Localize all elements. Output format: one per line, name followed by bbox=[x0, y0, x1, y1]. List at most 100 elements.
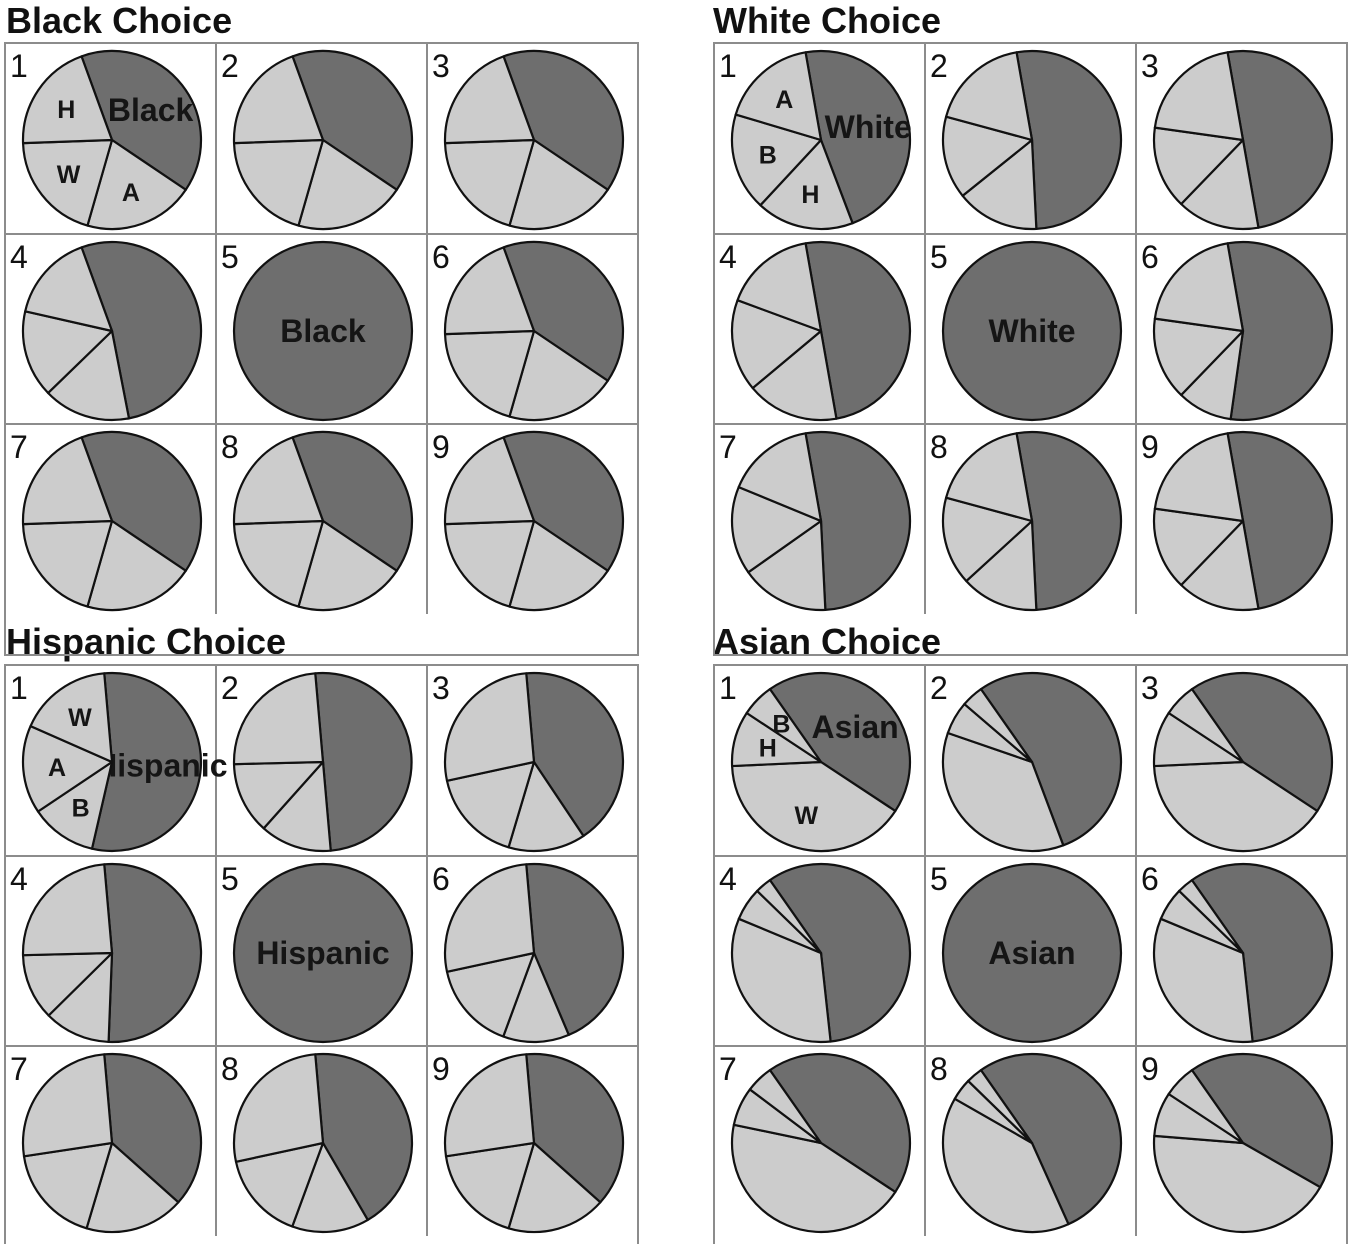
hispanic-choice-pie-5: 5 Hispanic bbox=[221, 861, 414, 1044]
pie-slice-other-group bbox=[1152, 917, 1254, 1044]
pie-slice-own-group bbox=[232, 862, 414, 1044]
pie-slice-other-group bbox=[1153, 432, 1245, 523]
asian-choice-pie-4: 4 bbox=[719, 861, 912, 1044]
slice-label: H bbox=[759, 734, 777, 762]
pie-slice-own-group bbox=[525, 671, 625, 838]
pie-number: 8 bbox=[221, 1051, 239, 1087]
pie-slice-other-group bbox=[21, 55, 114, 145]
white-choice-pie-1: 1 White HBA bbox=[719, 48, 912, 231]
white-choice-pie-6: 6 bbox=[1141, 239, 1334, 422]
black-choice-pie-7: 7 bbox=[10, 429, 203, 612]
asian-choice-pie-7: 7 bbox=[719, 1051, 912, 1234]
black-choice-grid bbox=[4, 42, 639, 656]
pie-slice-other-group bbox=[961, 138, 1038, 231]
asian-choice-grid bbox=[713, 664, 1348, 1244]
pie-number: 2 bbox=[221, 670, 239, 706]
pie-slice-own-group bbox=[80, 49, 203, 191]
pie-slice-other-group bbox=[234, 1141, 325, 1228]
pie-slice-other-group bbox=[1152, 760, 1319, 853]
white-choice-pie-3: 3 bbox=[1141, 48, 1334, 231]
pie-slice-other-group bbox=[1152, 317, 1245, 397]
pie-slice-own-group bbox=[1226, 49, 1334, 229]
pie-number: 3 bbox=[1141, 670, 1159, 706]
pie-slice-other-group bbox=[21, 519, 114, 608]
hispanic-choice-pie-9: 9 bbox=[432, 1051, 625, 1234]
slice-label: White bbox=[825, 109, 912, 145]
pie-number: 3 bbox=[1141, 48, 1159, 84]
pie-number: 9 bbox=[1141, 1051, 1159, 1087]
pie-slice-own-group bbox=[804, 430, 912, 611]
pie-slice-other-group bbox=[21, 310, 114, 395]
panel-title-black-choice: Black Choice bbox=[6, 0, 233, 41]
pie-slice-other-group bbox=[730, 113, 823, 207]
slice-label: Hispanic bbox=[94, 747, 227, 783]
asian-choice-pie-1: 1 Asian W HB bbox=[719, 670, 912, 853]
pie-slice-other-group bbox=[297, 138, 398, 231]
pie-slice-other-group bbox=[443, 246, 536, 336]
pie-slice-other-group bbox=[443, 519, 536, 608]
pie-number: 5 bbox=[221, 861, 239, 897]
slice-label: A bbox=[48, 754, 66, 782]
pie-slice-own-group bbox=[1015, 49, 1123, 230]
pie-slice-own-group bbox=[314, 671, 413, 852]
pie-slice-own-group bbox=[525, 1052, 625, 1204]
pie-slice-own-group bbox=[1226, 430, 1334, 610]
slice-label: Black bbox=[108, 92, 194, 128]
pie-slice-other-group bbox=[443, 436, 536, 526]
pie-slice-other-group bbox=[1152, 1134, 1322, 1234]
pie-slice-other-group bbox=[502, 951, 570, 1044]
pie-slice-other-group bbox=[730, 299, 823, 390]
asian-choice-pie-6: 6 bbox=[1141, 861, 1334, 1044]
pie-slice-own-group bbox=[804, 49, 912, 225]
pie-slice-other-group bbox=[965, 519, 1038, 612]
pie-number: 3 bbox=[432, 670, 450, 706]
pie-slice-other-group bbox=[443, 863, 536, 973]
pie-number: 1 bbox=[719, 48, 737, 84]
pie-slice-other-group bbox=[232, 1053, 325, 1163]
black-choice-pie-9: 9 bbox=[432, 429, 625, 612]
slice-label: H bbox=[57, 96, 75, 124]
pie-number: 5 bbox=[930, 861, 948, 897]
hispanic-choice-pie-8: 8 bbox=[221, 1051, 414, 1234]
pie-number: 4 bbox=[10, 861, 28, 897]
slice-label: B bbox=[72, 794, 90, 822]
pie-slice-other-group bbox=[941, 496, 1034, 583]
pie-slice-other-group bbox=[232, 55, 325, 145]
pie-slice-own-group bbox=[804, 240, 912, 420]
asian-choice-pie-3: 3 bbox=[1141, 670, 1334, 853]
pie-slice-own-group bbox=[1190, 1052, 1334, 1189]
pie-slice-other-group bbox=[941, 731, 1065, 853]
pie-slice-other-group bbox=[232, 138, 325, 227]
pie-slice-other-group bbox=[291, 1141, 369, 1234]
slice-label: H bbox=[801, 181, 819, 209]
pie-slice-other-group bbox=[21, 1053, 114, 1158]
pie-slice-other-group bbox=[508, 329, 609, 422]
pie-number: 4 bbox=[719, 239, 737, 275]
pie-number: 7 bbox=[10, 429, 28, 465]
slice-label: A bbox=[775, 86, 793, 114]
pie-number: 8 bbox=[930, 1051, 948, 1087]
pie-number: 5 bbox=[930, 239, 948, 275]
pie-slice-own-group bbox=[103, 1052, 203, 1204]
white-choice-pie-7: 7 bbox=[719, 429, 912, 612]
hispanic-choice-pie-2: 2 bbox=[221, 670, 413, 853]
pie-slice-own-group bbox=[232, 240, 414, 422]
pie-slice-own-group bbox=[1190, 862, 1334, 1043]
pie-slice-other-group bbox=[86, 519, 187, 612]
pie-slice-other-group bbox=[963, 688, 1034, 764]
pie-slice-other-group bbox=[21, 436, 114, 526]
panel-title-hispanic-choice: Hispanic Choice bbox=[6, 621, 287, 662]
black-choice-pie-4: 4 bbox=[10, 239, 203, 422]
pie-slice-other-group bbox=[945, 51, 1034, 142]
pie-slice-other-group bbox=[1180, 138, 1260, 231]
pie-slice-other-group bbox=[745, 688, 823, 764]
pie-slice-other-group bbox=[734, 51, 823, 142]
slice-label: B bbox=[759, 142, 777, 170]
pie-slice-own-group bbox=[768, 1052, 912, 1194]
asian-choice-pie-5: 5 Asian bbox=[930, 861, 1123, 1044]
pie-number: 8 bbox=[930, 429, 948, 465]
pie-slice-other-group bbox=[737, 432, 823, 523]
pie-slice-own-group bbox=[80, 430, 203, 572]
asian-choice-pie-8: 8 bbox=[930, 1051, 1123, 1234]
pie-number: 5 bbox=[221, 239, 239, 275]
